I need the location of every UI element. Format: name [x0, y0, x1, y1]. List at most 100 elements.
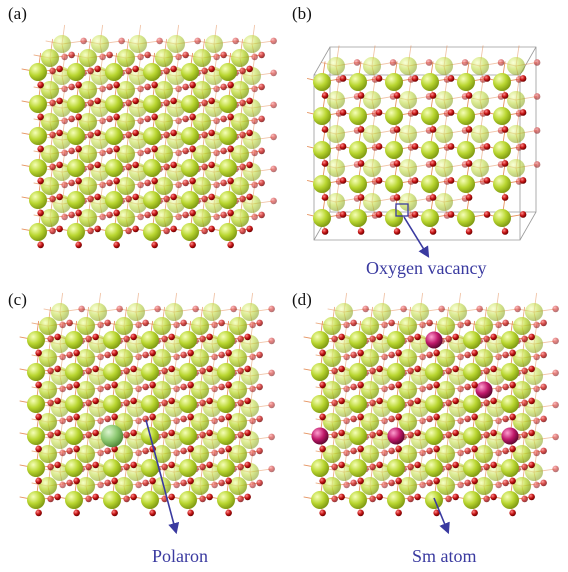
cation-atom	[411, 431, 429, 449]
polaron-arrow	[145, 419, 180, 535]
oxygen-atom	[338, 333, 345, 341]
cation-atom	[65, 363, 83, 381]
oxygen-atom	[149, 381, 156, 389]
oxygen-atom	[244, 397, 251, 405]
oxygen-atom	[213, 181, 220, 189]
cation-atom	[193, 81, 211, 99]
oxygen-atom	[187, 477, 194, 485]
oxygen-atom	[94, 65, 101, 73]
oxygen-atom	[180, 351, 187, 359]
oxygen-atom	[56, 65, 63, 73]
oxygen-atom	[130, 493, 137, 501]
oxygen-atom	[321, 126, 329, 133]
oxygen-atom	[445, 335, 452, 343]
cation-atom	[51, 399, 69, 417]
oxygen-atom	[429, 228, 437, 235]
oxygen-atom	[521, 399, 528, 407]
oxygen-atom	[144, 211, 151, 219]
panel-label-d: (d)	[292, 290, 312, 309]
cation-atom	[217, 427, 235, 445]
oxygen-atom	[270, 101, 277, 109]
oxygen-atom	[331, 431, 338, 439]
oxygen-atom	[251, 53, 258, 61]
oxygen-atom	[87, 227, 94, 235]
oxygen-atom	[56, 193, 63, 201]
oxygen-atom	[509, 381, 516, 389]
cation-atom	[487, 431, 505, 449]
oxygen-atom	[357, 160, 365, 167]
oxygen-atom	[142, 351, 149, 359]
oxygen-atom	[113, 113, 120, 121]
oxygen-atom	[452, 429, 459, 437]
oxygen-atom	[339, 143, 347, 150]
oxygen-atom	[49, 227, 56, 235]
cation-atom	[143, 127, 161, 145]
cation-atom	[513, 477, 531, 495]
cation-atom	[463, 491, 481, 509]
oxygen-atom	[246, 129, 253, 137]
oxygen-atom	[201, 67, 208, 75]
cation-atom	[167, 35, 185, 53]
oxygen-atom	[68, 147, 75, 155]
cation-atom	[219, 159, 237, 177]
cation-atom	[191, 317, 209, 335]
cation-atom	[449, 463, 467, 481]
oxygen-atom	[104, 447, 111, 455]
oxygen-atom	[331, 399, 338, 407]
cation-atom	[91, 131, 109, 149]
oxygen-atom	[137, 85, 144, 93]
cation-atom	[311, 459, 329, 477]
cation-atom	[349, 363, 367, 381]
oxygen-atom	[426, 383, 433, 391]
cation-atom	[155, 145, 173, 163]
oxygen-atom	[206, 365, 213, 373]
oxygen-atom	[338, 397, 345, 405]
oxygen-atom	[502, 319, 509, 327]
oxygen-atom	[170, 161, 177, 169]
oxygen-atom	[75, 177, 82, 185]
oxygen-atom	[170, 65, 177, 73]
oxygen-atom	[170, 129, 177, 137]
cation-atom	[53, 67, 71, 85]
cation-atom	[143, 223, 161, 241]
cation-atom	[167, 131, 185, 149]
cation-atom	[435, 57, 453, 75]
oxygen-atom	[246, 161, 253, 169]
oxygen-atom	[132, 97, 139, 105]
cation-atom	[327, 91, 345, 109]
oxygen-atom	[258, 51, 265, 59]
oxygen-atom	[447, 75, 455, 82]
cation-atom	[399, 349, 417, 367]
cation-atom	[27, 363, 45, 381]
cation-atom	[241, 367, 259, 385]
oxygen-atom	[182, 147, 189, 155]
cation-atom	[77, 477, 95, 495]
oxygen-atom	[533, 385, 540, 393]
oxygen-atom	[246, 193, 253, 201]
oxygen-atom	[199, 367, 206, 375]
oxygen-atom	[106, 211, 113, 219]
oxygen-atom	[501, 194, 509, 201]
cation-atom	[501, 491, 519, 509]
oxygen-atom	[170, 225, 177, 233]
cation-atom	[437, 445, 455, 463]
oxygen-atom	[350, 351, 357, 359]
oxygen-atom	[471, 445, 478, 453]
cation-atom	[141, 459, 159, 477]
cation-atom	[41, 81, 59, 99]
oxygen-atom	[175, 149, 182, 157]
oxygen-atom	[495, 481, 502, 489]
oxygen-atom	[75, 241, 82, 249]
oxygen-atom	[208, 65, 215, 73]
oxygen-atom	[429, 126, 437, 133]
oxygen-atom	[533, 59, 541, 66]
cation-atom	[129, 99, 147, 117]
oxygen-atom	[206, 493, 213, 501]
oxygen-atom	[173, 481, 180, 489]
oxygen-atom	[213, 85, 220, 93]
cation-atom	[457, 141, 475, 159]
oxygen-atom	[376, 429, 383, 437]
oxygen-atom	[199, 463, 206, 471]
cation-atom	[193, 113, 211, 131]
oxygen-atom	[419, 417, 426, 425]
